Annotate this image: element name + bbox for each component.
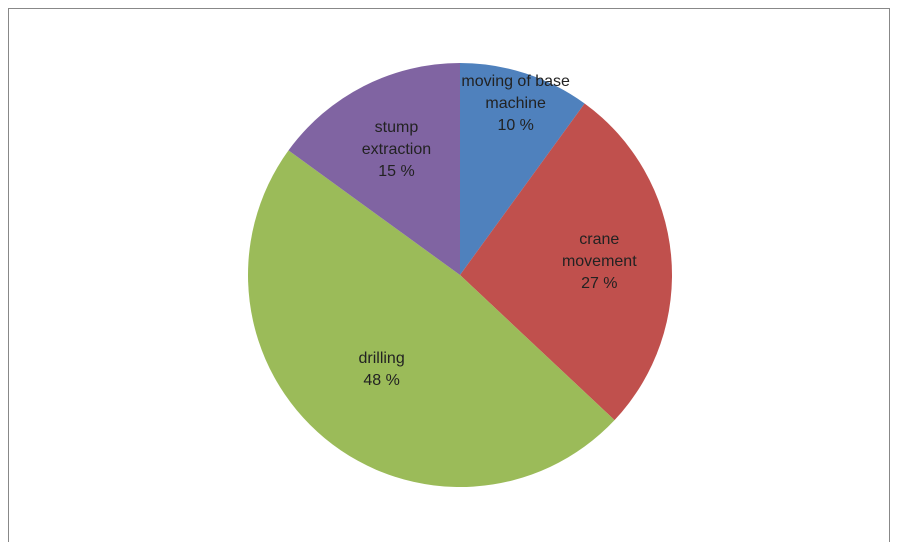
slice-label: crane movement 27 %: [559, 229, 639, 295]
value-label: 10 %: [497, 116, 534, 134]
value-label: 15 %: [378, 163, 415, 181]
chart-border: [8, 8, 890, 542]
category-label: drilling: [358, 349, 405, 367]
slice-label: drilling 48 %: [332, 348, 432, 392]
pie-slice: [248, 150, 615, 487]
value-label: 27 %: [581, 274, 618, 292]
category-label: moving of base machine: [461, 72, 570, 112]
slice-label: stump extraction 15 %: [351, 117, 441, 183]
pie-slice: [460, 103, 673, 421]
slice-label: moving of base machine 10 %: [453, 71, 578, 137]
pie-slice: [460, 63, 585, 275]
category-label: stump extraction: [361, 119, 432, 159]
category-label: crane movement: [561, 230, 637, 270]
value-label: 48 %: [363, 371, 400, 389]
pie-slice: [288, 63, 460, 275]
